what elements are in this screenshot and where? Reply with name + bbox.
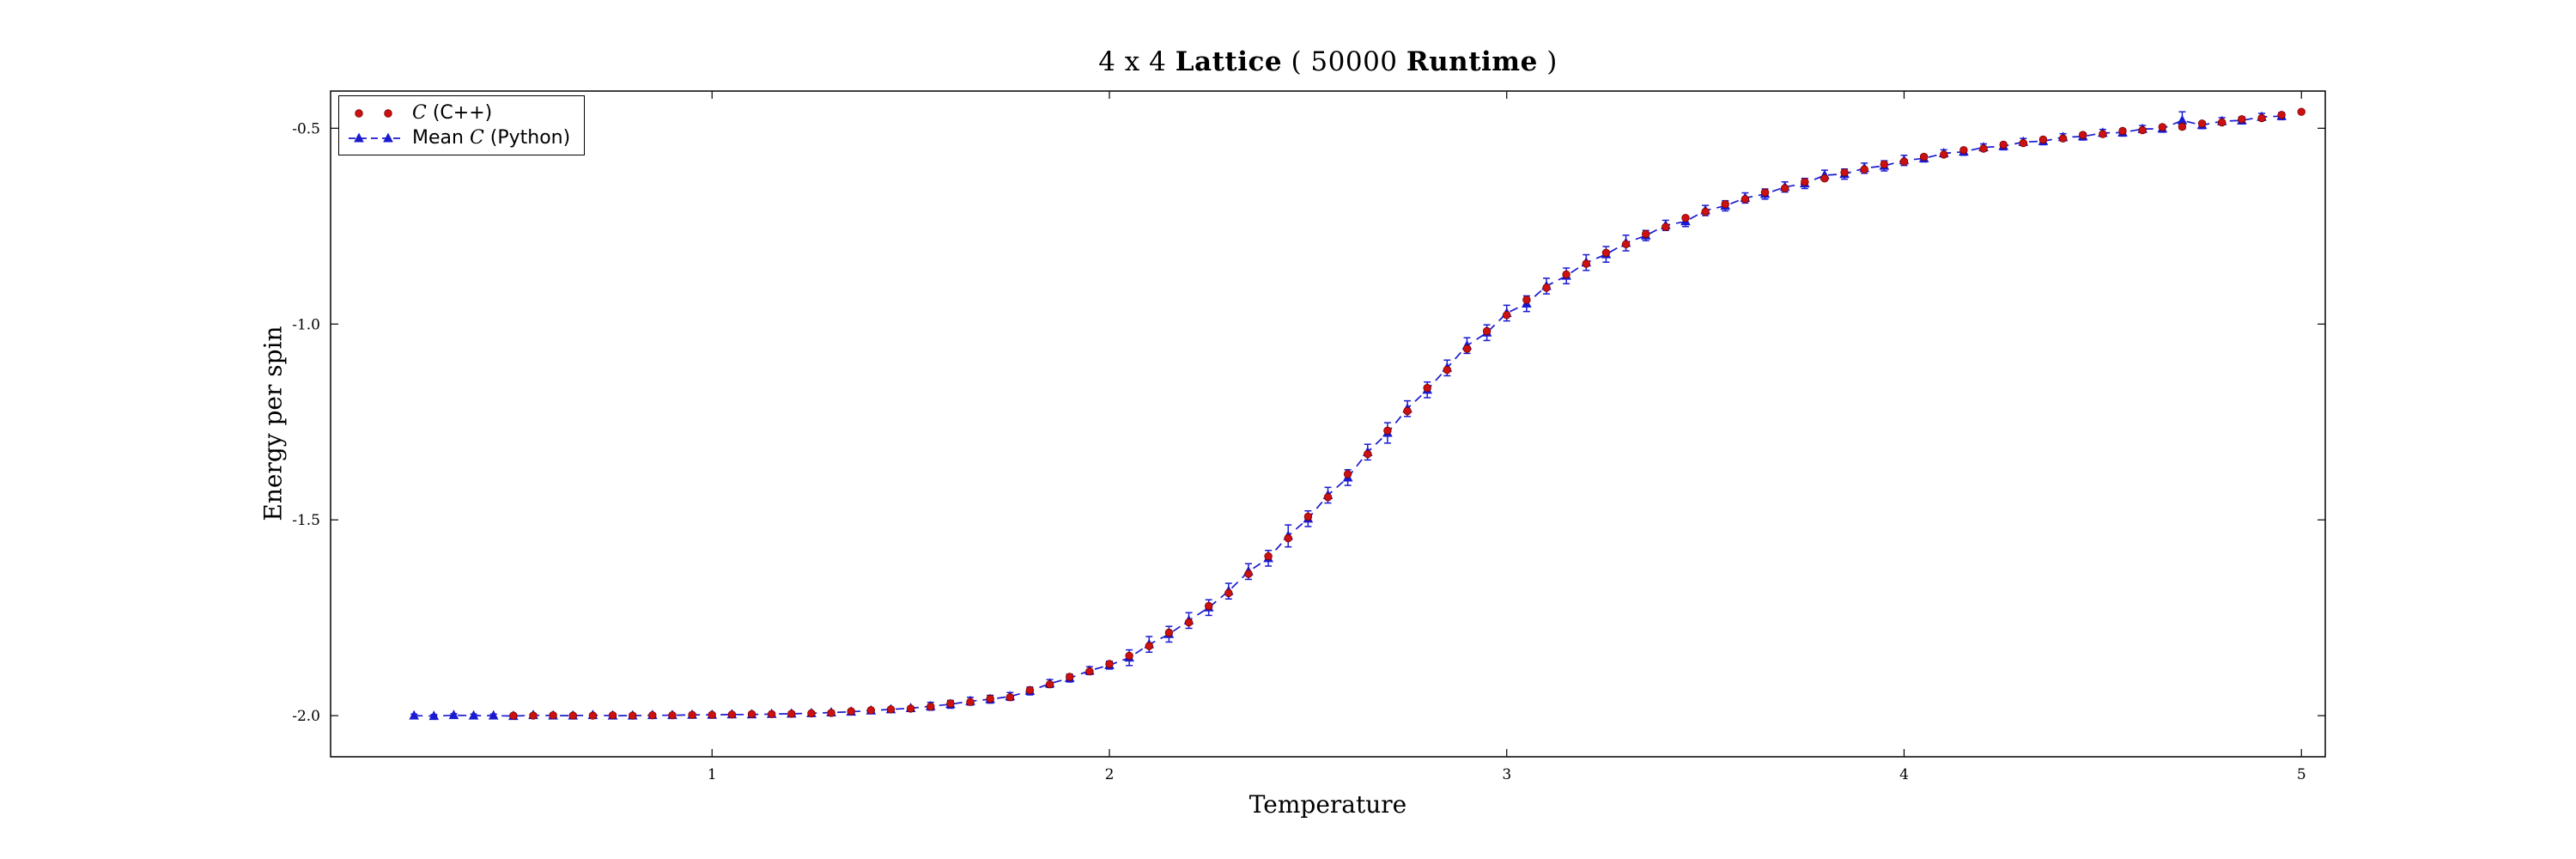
- legend: C (C++) Mean C (Python): [338, 95, 586, 155]
- y-tick-label: -2.0: [292, 708, 320, 725]
- x-axis-ticks: 1 2 3 4 5: [708, 91, 2306, 783]
- cpp-scatter-marker-icon: [347, 104, 402, 123]
- x-tick-label: 3: [1502, 766, 1511, 783]
- y-tick-label: -1.0: [292, 316, 320, 333]
- title-runtime-open: ( 50000: [1282, 46, 1406, 77]
- x-tick-label: 4: [1899, 766, 1909, 783]
- legend-entry-cpp: C (C++): [347, 102, 570, 124]
- legend-label-python: Mean C (Python): [412, 127, 571, 149]
- series-python: [409, 110, 2287, 721]
- x-tick-label: 2: [1105, 766, 1115, 783]
- legend-entry-python: Mean C (Python): [347, 127, 570, 149]
- legend-label-cpp: C (C++): [412, 102, 493, 124]
- y-tick-label: -0.5: [292, 120, 320, 137]
- chart-title: 4 x 4 Lattice ( 50000 Runtime ): [331, 46, 2325, 77]
- python-errorbar-marker-icon: [347, 129, 402, 148]
- title-text: 4 x 4: [1098, 46, 1176, 77]
- title-runtime-close: ): [1537, 46, 1558, 77]
- y-axis-ticks: -0.5 -1.0 -1.5 -2.0: [292, 120, 2325, 725]
- y-tick-label: -1.5: [292, 512, 320, 529]
- title-bold-runtime: Runtime: [1406, 46, 1538, 77]
- x-axis-label: Temperature: [1249, 790, 1407, 819]
- title-bold-lattice: Lattice: [1175, 46, 1283, 77]
- x-tick-label: 1: [708, 766, 717, 783]
- plot-frame: [330, 90, 2326, 758]
- x-tick-label: 5: [2297, 766, 2306, 783]
- series-cpp: [509, 107, 2306, 720]
